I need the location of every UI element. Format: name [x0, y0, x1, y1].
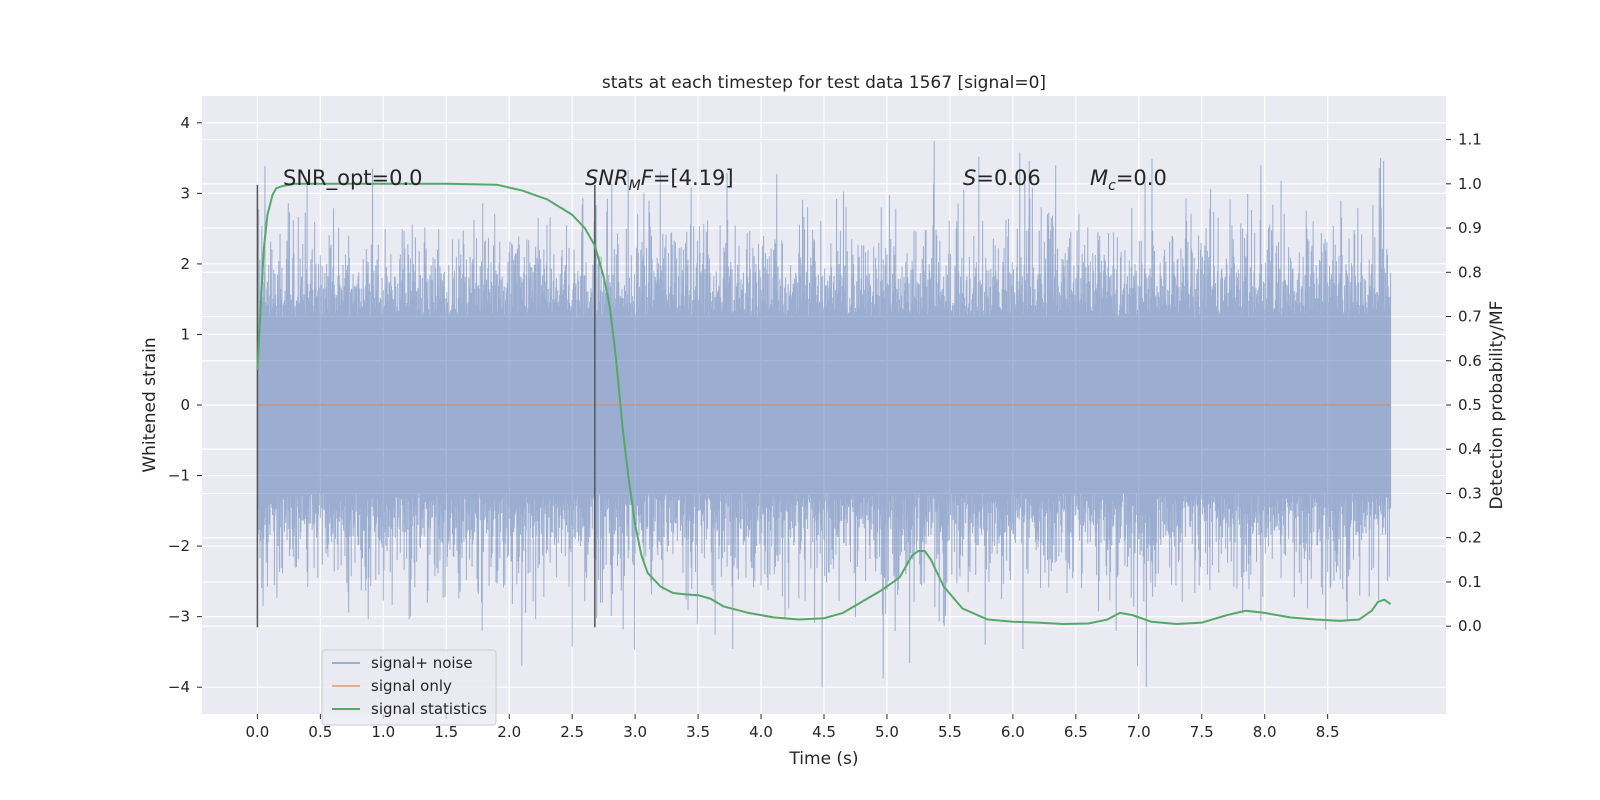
legend-label-signal-statistics: signal statistics	[371, 700, 487, 718]
y-axis-label: Whitened strain	[140, 337, 160, 472]
y-right-tick-label-7: 0.7	[1458, 308, 1482, 326]
vertical-markers	[256, 184, 596, 628]
annotation-mc-value: Mc=0.0	[1090, 166, 1167, 194]
legend: signal+ noise signal only signal statist…	[321, 649, 497, 726]
y-right-axis-ticks: 0.0 0.1 0.2 0.3 0.4 0.5 0.6 0.7 0.8 0.9 1.0 1.1	[1446, 131, 1482, 635]
annotation-mc-symbol: M	[1090, 166, 1108, 190]
x-tick-label-10: 5.0	[875, 723, 899, 741]
x-tick-label-0: 0.0	[245, 723, 269, 741]
x-tick-label-3: 1.5	[434, 723, 458, 741]
x-tick-label-6: 3.0	[623, 723, 647, 741]
x-tick-label-4: 2.0	[497, 723, 521, 741]
y-right-tick-label-5: 0.5	[1458, 396, 1482, 414]
x-tick-label-12: 6.0	[1001, 723, 1025, 741]
annotation-snr-mf-symbol: SNR	[585, 166, 629, 190]
y-right-tick-label-8: 0.8	[1458, 263, 1482, 281]
annotation-mc-subscript: c	[1108, 178, 1116, 194]
x-tick-label-7: 3.5	[686, 723, 710, 741]
annotation-snr-mf: SNRMF=[4.19]	[585, 166, 734, 194]
x-tick-label-11: 5.5	[938, 723, 962, 741]
y-tick-label-1: −3	[168, 608, 190, 626]
y-tick-label-8: 4	[180, 114, 190, 132]
y-right-axis-label: Detection probability/MF	[1487, 301, 1507, 510]
y-right-tick-label-6: 0.6	[1458, 352, 1482, 370]
y-right-tick-label-4: 0.4	[1458, 440, 1482, 458]
y-right-tick-label-0: 0.0	[1458, 617, 1482, 635]
annotation-s-value: S=0.06	[963, 166, 1041, 190]
x-tick-label-17: 8.5	[1316, 723, 1340, 741]
annotation-snr-opt: SNR_opt=0.0	[283, 166, 423, 191]
x-axis-label: Time (s)	[788, 749, 858, 769]
y-tick-label-6: 2	[180, 255, 190, 273]
x-tick-label-15: 7.5	[1190, 723, 1214, 741]
series-signal-noise	[256, 141, 1392, 688]
x-tick-label-5: 2.5	[560, 723, 584, 741]
y-right-tick-label-2: 0.2	[1458, 529, 1482, 547]
y-right-tick-label-11: 1.1	[1458, 131, 1482, 149]
series-signal-statistics-line	[256, 182, 1392, 625]
annotation-s-number: =0.06	[976, 166, 1040, 190]
x-tick-label-13: 6.5	[1064, 723, 1088, 741]
y-tick-label-7: 3	[180, 184, 190, 202]
series-signal-noise-path	[256, 141, 1392, 688]
x-tick-label-8: 4.0	[749, 723, 773, 741]
series-signal-statistics	[256, 182, 1392, 625]
y-axis-ticks: −4 −3 −2 −1 0 1 2 3 4	[168, 114, 202, 696]
annotation-s-symbol: S	[963, 166, 976, 190]
x-axis-ticks: 0.0 0.5 1.0 1.5 2.0 2.5 3.0 3.5 4.0 4.5 5.0 5.5 6.0 6…	[245, 714, 1340, 741]
chart-title: stats at each timestep for test data 156…	[602, 73, 1046, 93]
y-tick-label-5: 1	[180, 325, 190, 343]
x-tick-label-14: 7.0	[1127, 723, 1151, 741]
annotation-snr-mf-suffix: F	[641, 166, 654, 190]
annotation-mc-number: =0.0	[1116, 166, 1167, 190]
y-right-tick-label-10: 1.0	[1458, 175, 1482, 193]
annotation-snr-mf-value: =[4.19]	[653, 166, 734, 190]
annotations: SNR_opt=0.0 SNRMF=[4.19] S=0.06 Mc=0.0	[283, 166, 1167, 194]
y-right-tick-label-3: 0.3	[1458, 484, 1482, 502]
x-tick-label-2: 1.0	[371, 723, 395, 741]
legend-label-signal-noise: signal+ noise	[371, 654, 473, 672]
y-tick-label-2: −2	[168, 537, 190, 555]
y-tick-label-0: −4	[168, 678, 190, 696]
legend-label-signal-only: signal only	[371, 677, 452, 695]
y-tick-label-3: −1	[168, 467, 190, 485]
x-tick-label-9: 4.5	[812, 723, 836, 741]
y-right-tick-label-9: 0.9	[1458, 219, 1482, 237]
x-tick-label-1: 0.5	[308, 723, 332, 741]
y-tick-label-4: 0	[180, 396, 190, 414]
annotation-snr-mf-subscript: M	[629, 178, 641, 194]
legend-box	[321, 649, 497, 726]
y-right-tick-label-1: 0.1	[1458, 573, 1482, 591]
x-tick-label-16: 8.0	[1253, 723, 1277, 741]
